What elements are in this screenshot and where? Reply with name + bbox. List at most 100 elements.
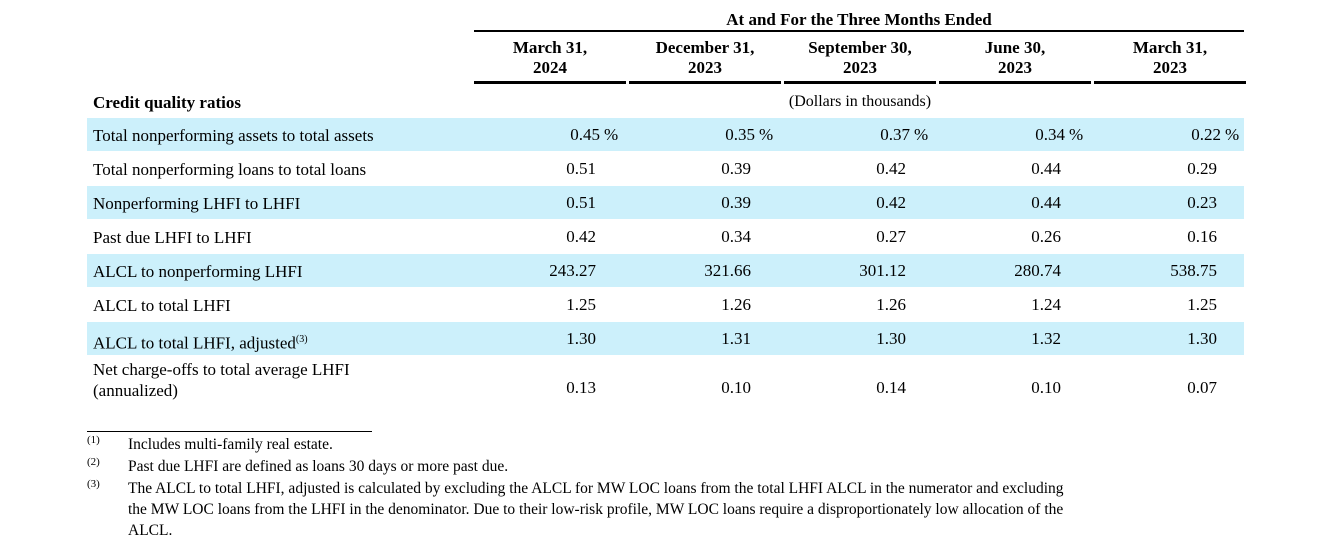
- footnote-text-line: ALCL.: [128, 522, 173, 539]
- value-cell: 0.16: [1187, 227, 1217, 247]
- column-header: December 31, 2023: [629, 38, 781, 78]
- row-label: Total nonperforming loans to total loans: [93, 159, 366, 180]
- value: 0.34: [1035, 125, 1065, 144]
- value: 0.42: [876, 193, 906, 212]
- value-cell: 0.35%: [725, 125, 777, 145]
- row-label-line: Net charge-offs to total average LHFI: [93, 360, 350, 379]
- value: 0.14: [876, 378, 906, 397]
- table-row: Past due LHFI to LHFI 0.42 0.34 0.27 0.26 0.1…: [87, 220, 1244, 253]
- value: 0.35: [725, 125, 755, 144]
- column-header-year: 2023: [843, 58, 877, 77]
- value-cell: 1.26: [876, 295, 906, 315]
- value: 280.74: [1014, 261, 1061, 280]
- table-row: Net charge-offs to total average LHFI (an…: [87, 356, 1244, 406]
- value-cell: 0.23: [1187, 193, 1217, 213]
- value: 0.27: [876, 227, 906, 246]
- row-label-line: (annualized): [93, 381, 178, 400]
- row-label-text: ALCL to nonperforming LHFI: [93, 262, 303, 281]
- value-cell: 0.13: [566, 378, 596, 398]
- row-label: Total nonperforming assets to total asse…: [93, 125, 374, 146]
- footnote-text: Past due LHFI are defined as loans 30 da…: [128, 458, 509, 475]
- column-header-rule: [1094, 81, 1246, 84]
- value: 0.34: [721, 227, 751, 246]
- value-cell: 538.75: [1170, 261, 1217, 281]
- value: 0.26: [1031, 227, 1061, 246]
- column-header-year: 2023: [688, 58, 722, 77]
- table-row: ALCL to total LHFI, adjusted(3) 1.30 1.31 1…: [87, 322, 1244, 355]
- footnote-rule: [87, 431, 372, 432]
- value: 1.26: [876, 295, 906, 314]
- value-cell: 1.30: [566, 329, 596, 349]
- value-cell: 1.31: [721, 329, 751, 349]
- value-cell: 1.24: [1031, 295, 1061, 315]
- value: 0.10: [1031, 378, 1061, 397]
- row-label-text: Nonperforming LHFI to LHFI: [93, 194, 301, 213]
- value: 0.39: [721, 159, 751, 178]
- value-cell: 0.39: [721, 159, 751, 179]
- footnote-text-line: The ALCL to total LHFI, adjusted is calc…: [128, 480, 1064, 497]
- value-cell: 0.10: [1031, 378, 1061, 398]
- column-header-rule: [784, 81, 936, 84]
- value: 0.37: [880, 125, 910, 144]
- footnote-text-line: the MW LOC loans from the LHFI in the de…: [128, 501, 1064, 518]
- percent-sign: %: [914, 125, 929, 144]
- value-cell: 1.25: [1187, 295, 1217, 315]
- value: 0.45: [570, 125, 600, 144]
- value: 1.30: [876, 329, 906, 348]
- footnote-ref: (3): [295, 334, 308, 345]
- column-header-period: December 31,: [655, 38, 755, 57]
- row-label: ALCL to nonperforming LHFI: [93, 261, 302, 282]
- percent-sign: %: [604, 125, 619, 144]
- value: 1.32: [1031, 329, 1061, 348]
- percent-sign: %: [759, 125, 774, 144]
- value: 0.16: [1187, 227, 1217, 246]
- value-cell: 1.26: [721, 295, 751, 315]
- value: 0.42: [566, 227, 596, 246]
- row-label: ALCL to total LHFI: [93, 295, 231, 316]
- column-header-rule: [474, 81, 626, 84]
- table-row: Total nonperforming loans to total loans…: [87, 152, 1244, 185]
- value-cell: 0.34%: [1035, 125, 1087, 145]
- value-cell: 0.29: [1187, 159, 1217, 179]
- value: 0.39: [721, 193, 751, 212]
- value-cell: 0.37%: [880, 125, 932, 145]
- value: 1.24: [1031, 295, 1061, 314]
- value: 0.23: [1187, 193, 1217, 212]
- value-cell: 0.39: [721, 193, 751, 213]
- value-cell: 1.25: [566, 295, 596, 315]
- footnote-marker: (1): [87, 434, 100, 446]
- table-row: ALCL to nonperforming LHFI 243.27 321.66 30…: [87, 254, 1244, 287]
- column-header-period: June 30,: [984, 38, 1046, 57]
- value-cell: 0.14: [876, 378, 906, 398]
- value: 0.22: [1191, 125, 1221, 144]
- value-cell: 0.27: [876, 227, 906, 247]
- value: 1.25: [566, 295, 596, 314]
- value: 321.66: [704, 261, 751, 280]
- column-header-year: 2023: [998, 58, 1032, 77]
- column-header-rule: [939, 81, 1091, 84]
- value-cell: 0.10: [721, 378, 751, 398]
- value-cell: 0.42: [566, 227, 596, 247]
- value: 0.10: [721, 378, 751, 397]
- column-header-period: March 31,: [512, 38, 588, 57]
- units-note: (Dollars in thousands): [788, 93, 932, 110]
- value-cell: 321.66: [704, 261, 751, 281]
- value-cell: 0.26: [1031, 227, 1061, 247]
- percent-sign: %: [1225, 125, 1240, 144]
- column-header-rule: [629, 81, 781, 84]
- column-header: September 30, 2023: [784, 38, 936, 78]
- value-cell: 301.12: [859, 261, 906, 281]
- column-header: March 31, 2024: [474, 38, 626, 78]
- row-label-text: Past due LHFI to LHFI: [93, 228, 252, 247]
- footnote-text: Includes multi-family real estate.: [128, 436, 333, 453]
- value: 0.29: [1187, 159, 1217, 178]
- row-label-text: ALCL to total LHFI, adjusted: [93, 333, 296, 353]
- value-cell: 243.27: [549, 261, 596, 281]
- value: 1.26: [721, 295, 751, 314]
- value-cell: 0.42: [876, 159, 906, 179]
- column-header: March 31, 2023: [1094, 38, 1246, 78]
- value-cell: 1.32: [1031, 329, 1061, 349]
- section-label: Credit quality ratios: [93, 93, 241, 112]
- column-header-year: 2024: [533, 58, 567, 77]
